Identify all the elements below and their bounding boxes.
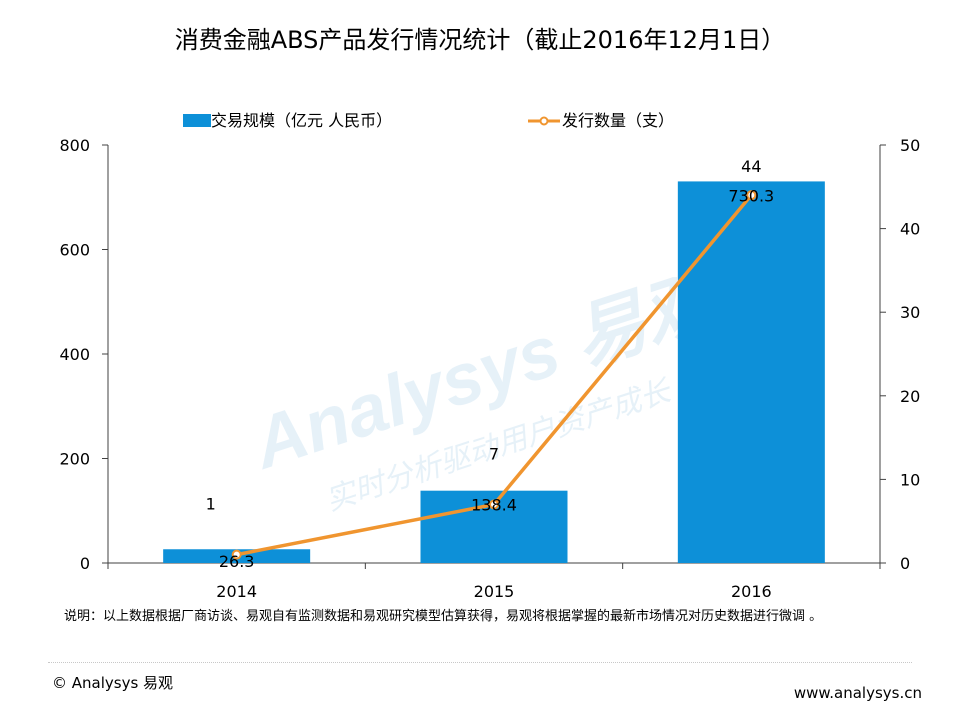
- bar-2016: [677, 181, 825, 563]
- bar-value-label: 138.4: [471, 496, 517, 515]
- y-left-tick-label: 800: [59, 136, 90, 155]
- legend-line-marker: [539, 116, 549, 126]
- y-left-tick-label: 200: [59, 450, 90, 469]
- website-link[interactable]: www.analysys.cn: [793, 684, 922, 702]
- y-left-tick-label: 600: [59, 241, 90, 260]
- y-left-tick-label: 0: [80, 554, 90, 573]
- legend-line-label: 发行数量（支）: [562, 111, 674, 130]
- x-tick-label: 2015: [474, 582, 515, 601]
- y-right-tick-label: 40: [900, 220, 920, 239]
- bar-value-label: 730.3: [728, 186, 774, 205]
- bar-series: [163, 181, 825, 563]
- y-right-tick-label: 50: [900, 136, 920, 155]
- data-labels: 26.3 138.4 730.3 1 7 44: [206, 157, 775, 571]
- y-right-tick-label: 0: [900, 554, 910, 573]
- x-tick-label: 2016: [731, 582, 772, 601]
- copyright-text: © Analysys 易观: [52, 674, 174, 692]
- legend-bar-label: 交易规模（亿元 人民币）: [211, 111, 392, 130]
- chart-title: 消费金融ABS产品发行情况统计（截止2016年12月1日）: [174, 26, 786, 54]
- footer-divider: [48, 662, 912, 663]
- y-right-tick-label: 10: [900, 470, 920, 489]
- line-value-label: 7: [489, 444, 499, 463]
- line-point-2015: [489, 499, 499, 510]
- x-tick-label: 2014: [216, 582, 257, 601]
- bar-value-label: 26.3: [219, 552, 255, 571]
- y-left-tick-label: 400: [59, 345, 90, 364]
- footnote: 说明：以上数据根据厂商访谈、易观自有监测数据和易观研究模型估算获得，易观将根据掌…: [64, 609, 823, 624]
- line-point-2014: [231, 549, 242, 560]
- legend-bar-swatch: [183, 114, 211, 127]
- line-series: [231, 190, 757, 560]
- y-right-tick-label: 20: [900, 387, 920, 406]
- y-right-tick-label: 30: [900, 303, 920, 322]
- line-value-label: 44: [741, 157, 761, 176]
- line-point-2016: [746, 190, 757, 201]
- line-value-label: 1: [206, 495, 216, 514]
- chart-legend: 交易规模（亿元 人民币） 发行数量（支）: [183, 111, 674, 130]
